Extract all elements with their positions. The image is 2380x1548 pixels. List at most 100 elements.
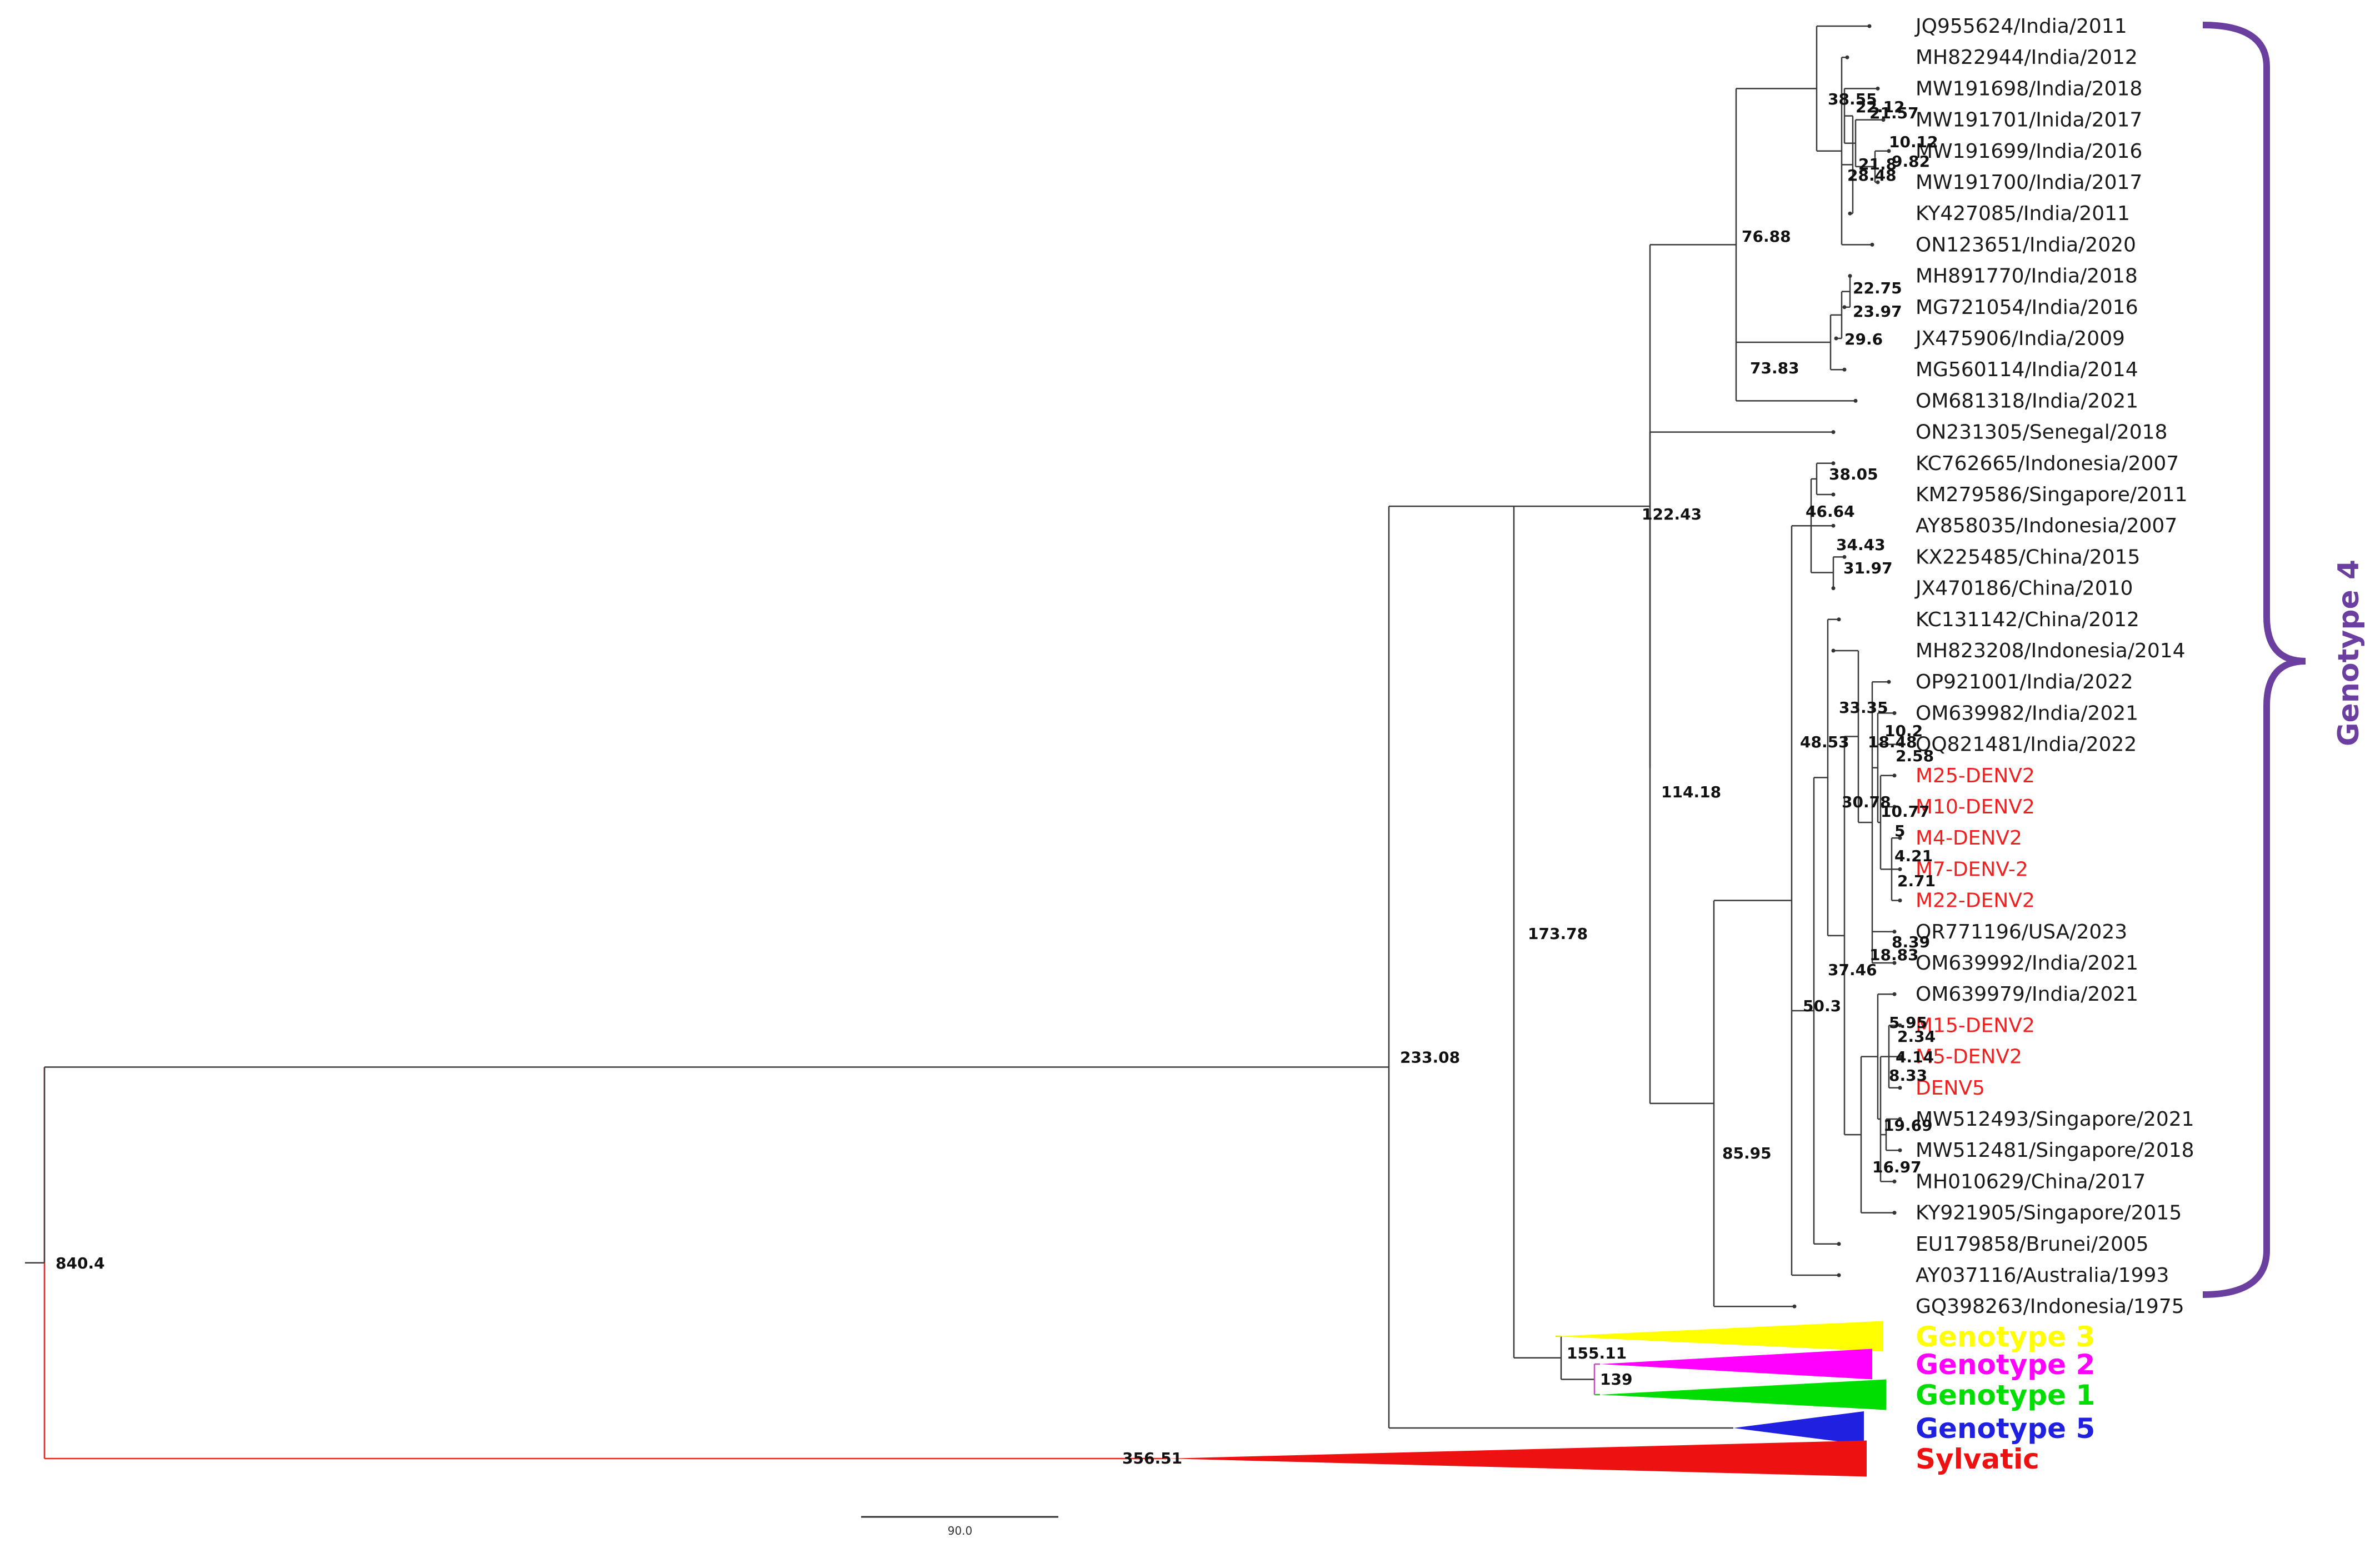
tip-label: OR771196/USA/2023	[1916, 921, 2127, 943]
tip-dot	[1898, 1023, 1902, 1027]
node-label-n2b: 2.71	[1897, 872, 1936, 890]
genotype-4-label: Genotype 4	[2332, 560, 2366, 746]
tip-label: KM279586/Singapore/2011	[1916, 483, 2188, 506]
node-label-n22b: 22.12	[1856, 98, 1905, 116]
node-label-root: 840.4	[56, 1254, 105, 1272]
tip-label: MG560114/India/2014	[1916, 358, 2138, 381]
node-label-n28: 28.48	[1847, 166, 1897, 184]
collapsed-triangle-g3	[1556, 1321, 1883, 1352]
tip-dot	[1853, 398, 1858, 403]
tip-label: JX470186/China/2010	[1914, 577, 2133, 600]
node-label-n8b: 8.33	[1889, 1066, 1927, 1085]
tip-label: EU179858/Brunei/2005	[1916, 1233, 2149, 1256]
tip-label: KC131142/China/2012	[1916, 608, 2139, 631]
tip-label: AY037116/Australia/1993	[1916, 1264, 2169, 1287]
collapsed-clades	[1167, 1321, 1886, 1477]
tip-label: JQ955624/India/2011	[1914, 15, 2127, 38]
tip-dot	[1848, 274, 1852, 278]
tip-label: ON231305/Senegal/2018	[1916, 421, 2167, 444]
tip-dot	[1898, 1055, 1902, 1059]
genotype-4-bracket	[2202, 22, 2306, 1298]
tip-label: MW191701/Inida/2017	[1916, 109, 2142, 132]
node-label-n29: 29.6	[1844, 330, 1883, 348]
node-labels: 840.4 233.08 173.78 122.43 114.18 85.95 76.88 7…	[56, 90, 1938, 1467]
node-label-n48: 48.53	[1800, 733, 1849, 751]
node-label-n37: 37.46	[1828, 961, 1877, 979]
tip-label: M10-DENV2	[1916, 796, 2035, 818]
tip-dot	[1892, 961, 1897, 965]
tip-label: MW191698/India/2018	[1916, 77, 2142, 100]
tip-dot	[1898, 742, 1902, 747]
node-label-n23: 23.97	[1853, 302, 1902, 321]
tip-dot	[1898, 898, 1902, 903]
tip-dot	[1831, 648, 1836, 653]
node-label-n38b: 38.05	[1829, 465, 1878, 483]
group-label-g1: Genotype 1	[1916, 1379, 2095, 1411]
tip-dot	[1887, 680, 1891, 684]
tip-dot	[1898, 1117, 1902, 1121]
tip-dot	[1842, 367, 1847, 372]
tip-label: ON123651/India/2020	[1916, 233, 2136, 256]
tip-dot	[1834, 336, 1838, 341]
node-label-n38a: 38.55	[1828, 90, 1877, 108]
tip-label: MH823208/Indonesia/2014	[1916, 640, 2186, 662]
tip-label: OM639982/India/2021	[1916, 702, 2138, 725]
node-label-n34: 34.43	[1836, 536, 1886, 554]
tip-dot	[1837, 1273, 1841, 1277]
node-label-n22a: 22.75	[1853, 279, 1902, 297]
tip-label: AY858035/Indonesia/2007	[1916, 515, 2177, 537]
tip-label: KX225485/China/2015	[1916, 546, 2140, 568]
tip-dot	[1898, 1086, 1902, 1090]
node-label-n30: 30.78	[1842, 793, 1891, 811]
node-label-n173: 173.78	[1528, 925, 1588, 943]
tip-dot	[1887, 149, 1891, 153]
tip-dot	[1842, 555, 1847, 559]
node-label-n21b: 21.8	[1858, 155, 1897, 173]
tip-dot	[1898, 1148, 1902, 1152]
tip-label: DENV5	[1916, 1077, 1985, 1100]
tip-dot	[1831, 461, 1836, 466]
tip-label: KY427085/India/2011	[1916, 202, 2130, 225]
tip-dot	[1892, 711, 1897, 715]
tip-dot	[1870, 242, 1874, 247]
tip-label: M22-DENV2	[1916, 890, 2035, 912]
tip-dot	[1837, 617, 1841, 622]
node-label-n8a: 8.39	[1892, 933, 1930, 951]
tip-dot	[1892, 1211, 1897, 1215]
tip-dot	[1876, 180, 1880, 184]
collapsed-triangle-g1	[1600, 1379, 1886, 1410]
tip-label: M25-DENV2	[1916, 765, 2035, 787]
node-label-n155: 155.11	[1567, 1344, 1627, 1362]
tip-label: MW512493/Singapore/2021	[1916, 1108, 2194, 1131]
tip-label: MH891770/India/2018	[1916, 265, 2138, 288]
tip-dot	[1892, 992, 1897, 996]
node-label-n10b: 10.2	[1884, 722, 1923, 740]
tip-label: M7-DENV-2	[1916, 858, 2028, 881]
node-label-n76: 76.88	[1742, 227, 1791, 246]
tip-label: KC762665/Indonesia/2007	[1916, 452, 2179, 475]
node-label-n16: 16.97	[1872, 1158, 1922, 1176]
group-label-g5: Genotype 5	[1916, 1412, 2095, 1445]
tip-dot	[1845, 55, 1849, 59]
collapsed-triangle-g2	[1600, 1349, 1872, 1380]
tip-dot	[1881, 118, 1886, 122]
tip-dot	[1831, 586, 1836, 591]
tip-label: OM639979/India/2021	[1916, 983, 2138, 1006]
node-label-n21: 21.57	[1869, 104, 1919, 122]
node-label-n10c: 10.77	[1881, 802, 1930, 821]
tip-label: MW191699/India/2016	[1916, 140, 2142, 163]
tip-dot	[1867, 24, 1872, 28]
tip-label: M15-DENV2	[1916, 1014, 2035, 1037]
tip-label: MG721054/India/2016	[1916, 296, 2138, 319]
tip-dot	[1837, 1242, 1841, 1246]
tip-dot	[1892, 773, 1897, 778]
tip-label: MH822944/India/2012	[1916, 46, 2138, 69]
node-label-n18b: 18.48	[1868, 733, 1917, 751]
tip-dot	[1792, 1304, 1797, 1309]
group-label-g3: Genotype 3	[1916, 1321, 2095, 1353]
group-label-g2: Genotype 2	[1916, 1349, 2095, 1381]
tip-dot	[1848, 211, 1852, 216]
tip-label: GQ398263/Indonesia/1975	[1916, 1295, 2184, 1318]
node-label-n73: 73.83	[1750, 359, 1799, 377]
